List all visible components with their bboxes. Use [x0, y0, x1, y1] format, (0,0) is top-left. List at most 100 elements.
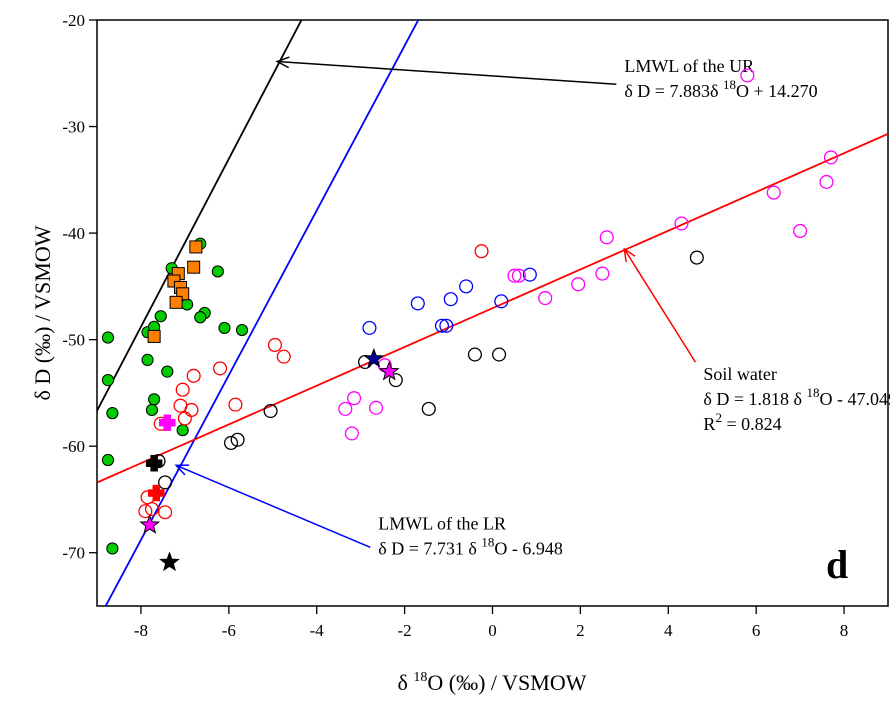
annotation-soil-water: Soil water δ D = 1.818 δ 18O - 47.049 R2 =…	[703, 364, 890, 434]
annotation-text: O + 14.270	[736, 81, 818, 101]
arrow-head	[174, 464, 190, 476]
y-tick-label: -20	[62, 11, 85, 30]
data-point	[368, 400, 384, 415]
data-point	[223, 435, 239, 451]
annotation-text: 18	[723, 77, 736, 92]
x-tick-label: 8	[840, 621, 849, 640]
x-title-suffix: O (‰) / VSMOW	[427, 670, 586, 695]
data-point	[267, 337, 283, 353]
annotation-text: 2	[715, 410, 722, 425]
data-point	[145, 454, 163, 472]
data-point	[158, 505, 173, 520]
x-tick-label: 6	[752, 621, 761, 640]
data-point	[101, 453, 115, 467]
regression-line-0	[97, 20, 303, 412]
data-point	[158, 475, 173, 490]
x-tick-label: -8	[134, 621, 148, 640]
regression-line-2	[97, 133, 888, 484]
annotation-text: δ D = 7.731 δ	[378, 538, 481, 558]
y-tick-label: -40	[62, 224, 85, 243]
data-points	[101, 68, 838, 572]
data-point	[276, 349, 291, 364]
x-tick-label: -4	[310, 621, 325, 640]
panel-label: d	[826, 542, 848, 587]
data-point	[175, 382, 190, 397]
data-point	[522, 267, 537, 282]
data-point	[378, 360, 400, 381]
data-point	[766, 185, 781, 200]
data-point	[106, 407, 119, 420]
data-point	[101, 374, 115, 387]
x-title-prefix: δ	[398, 670, 414, 695]
data-point	[571, 277, 586, 292]
annotations: LMWL of the UR δ D = 7.883δ 18O + 14.270S…	[174, 56, 890, 558]
data-point	[344, 426, 359, 441]
data-point	[511, 268, 526, 283]
annotation-arrow	[623, 248, 697, 363]
data-point	[338, 401, 353, 416]
data-point	[467, 347, 482, 362]
data-point	[388, 373, 403, 388]
data-point	[218, 321, 231, 335]
x-tick-label: -6	[222, 621, 236, 640]
annotation-text: O - 47.049	[820, 389, 890, 409]
annotation-text: δ D = 1.818 δ	[703, 389, 806, 409]
data-point	[347, 391, 362, 406]
data-point	[538, 291, 553, 306]
x-tick-label: 4	[664, 621, 673, 640]
annotation-text: Soil water	[703, 364, 777, 384]
data-point	[443, 292, 458, 307]
annotation-arrow	[277, 60, 617, 85]
x-tick-label: 2	[576, 621, 585, 640]
data-point	[186, 368, 201, 383]
annotation-arrow	[175, 464, 371, 548]
x-tick-label: 0	[488, 621, 497, 640]
data-point	[180, 298, 194, 311]
data-point	[689, 250, 704, 265]
annotation-text: 18	[807, 385, 820, 400]
arrow-head	[275, 56, 290, 69]
y-tick-label: -50	[62, 331, 85, 350]
data-point	[212, 361, 228, 376]
data-point	[421, 401, 436, 416]
regression-line-1	[104, 20, 420, 606]
data-point	[147, 329, 161, 343]
y-tick-label: -60	[62, 437, 85, 456]
data-point	[434, 318, 450, 333]
data-point	[176, 424, 189, 437]
data-point	[492, 347, 507, 362]
data-point	[507, 268, 522, 283]
data-point	[138, 504, 153, 519]
data-point	[106, 542, 119, 555]
annotation-lmwl-lr: LMWL of the LR δ D = 7.731 δ 18O - 6.948	[378, 513, 563, 558]
data-point	[211, 265, 224, 278]
data-point	[362, 320, 377, 335]
data-point	[494, 294, 509, 309]
arrow-head	[623, 247, 636, 263]
y-axis: -70 -60 -50 -40 -30 -20	[62, 11, 97, 563]
annotation-text: O - 6.948	[494, 538, 563, 558]
data-point	[141, 353, 154, 366]
data-point	[177, 411, 192, 426]
x-axis: -8 -6 -4 -2 0 2 4 6 8	[134, 606, 848, 640]
data-point	[161, 365, 174, 378]
data-point	[145, 403, 159, 417]
y-tick-label: -70	[62, 544, 85, 563]
data-point	[235, 323, 249, 337]
data-point	[169, 295, 183, 309]
data-point	[363, 347, 385, 368]
data-point	[159, 414, 176, 431]
data-point	[439, 318, 454, 333]
data-point	[101, 331, 115, 344]
data-point	[187, 260, 201, 274]
data-point	[230, 432, 245, 447]
data-point	[595, 266, 610, 281]
annotation-text: LMWL of the UR	[624, 56, 754, 76]
x-title-sup: 18	[413, 670, 427, 685]
data-point	[189, 240, 203, 254]
annotation-text: = 0.824	[722, 414, 782, 434]
y-tick-label: -30	[62, 118, 85, 137]
y-axis-title: δ D (‰) / VSMOW	[30, 225, 55, 400]
data-point	[819, 174, 834, 189]
